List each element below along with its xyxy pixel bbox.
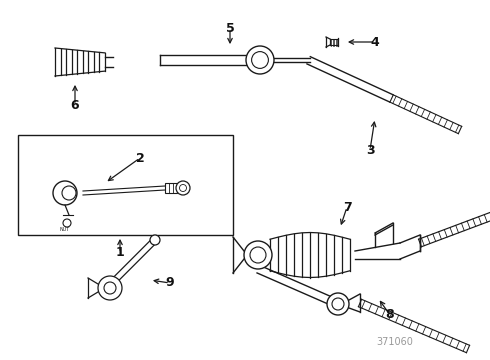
Text: 3: 3: [366, 144, 374, 157]
Text: 5: 5: [225, 22, 234, 35]
Text: 1: 1: [116, 247, 124, 260]
Circle shape: [150, 235, 160, 245]
Circle shape: [179, 185, 187, 192]
Circle shape: [246, 46, 274, 74]
Circle shape: [53, 181, 77, 205]
Circle shape: [244, 241, 272, 269]
Circle shape: [176, 181, 190, 195]
Circle shape: [332, 298, 344, 310]
Text: NUT: NUT: [59, 227, 69, 232]
Text: 371060: 371060: [376, 337, 414, 347]
Text: 7: 7: [343, 201, 351, 213]
Text: 2: 2: [136, 152, 145, 165]
Circle shape: [62, 186, 76, 200]
Bar: [18, 135, 233, 235]
Text: 8: 8: [386, 309, 394, 321]
Circle shape: [251, 51, 269, 68]
Text: 6: 6: [71, 99, 79, 112]
Text: 4: 4: [370, 36, 379, 49]
Circle shape: [327, 293, 349, 315]
Circle shape: [63, 219, 71, 227]
Bar: [165, 183, 177, 193]
Circle shape: [104, 282, 116, 294]
Circle shape: [250, 247, 266, 263]
Circle shape: [98, 276, 122, 300]
Text: 9: 9: [166, 276, 174, 289]
